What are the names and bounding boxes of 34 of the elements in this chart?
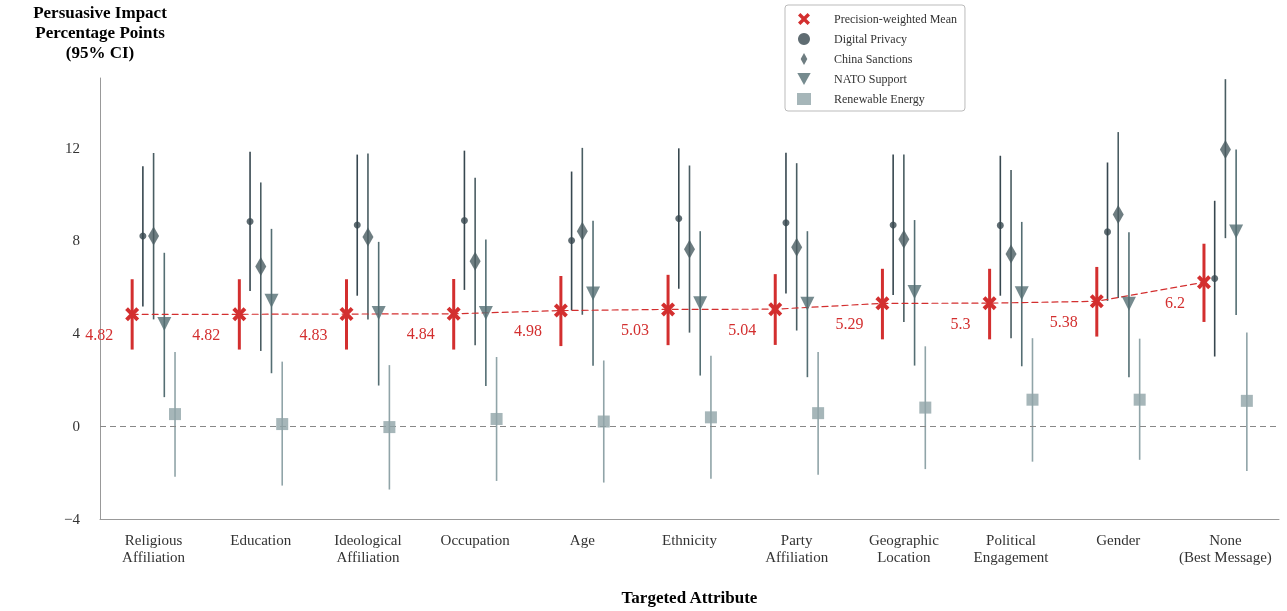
x-tick-label: Political Engagement [973,531,1050,565]
x-tick-label: None (Best Message) [1178,531,1272,566]
data-label: 4.84 [406,325,435,343]
legend-label: Precision-weighted Mean [834,12,957,26]
legend-label: China Sanctions [834,52,913,66]
x-tick-label: Party Affiliation [765,531,829,565]
data-label: 4.82 [85,325,114,343]
data-label: 4.83 [299,325,328,343]
data-label: 4.82 [192,325,221,343]
x-tick-label: Gender [1096,531,1141,548]
x-tick-label: Religious Affiliation [122,531,186,565]
y-axis-title: Persuasive Impact Percentage Points (95% CI) [33,2,168,62]
legend-label: Digital Privacy [834,32,907,46]
data-label: 6.2 [1164,293,1185,311]
x-tick-label: Occupation [440,531,511,548]
y-tick-label: −4 [64,511,81,527]
x-axis-title: Targeted Attribute [621,588,758,607]
data-label: 5.3 [950,314,971,332]
x-tick-label: Ideological Affiliation [334,531,402,565]
data-label: 5.29 [835,314,864,332]
data-label: 5.03 [621,320,650,338]
data-label: 4.98 [513,322,542,340]
y-tick-label: 4 [72,325,81,342]
x-tick-label: Education [230,531,292,548]
legend-label: Renewable Energy [834,92,925,106]
data-label: 5.38 [1049,312,1078,330]
x-tick-label: Ethnicity [662,531,718,548]
y-tick-label: 0 [72,418,80,435]
x-tick-label: Geographic Location [868,531,940,565]
legend-label: NATO Support [834,72,908,86]
y-tick-label: 12 [65,139,80,156]
x-tick-label: Age [569,531,596,548]
data-label: 5.04 [728,320,757,338]
y-tick-label: 8 [72,232,80,249]
